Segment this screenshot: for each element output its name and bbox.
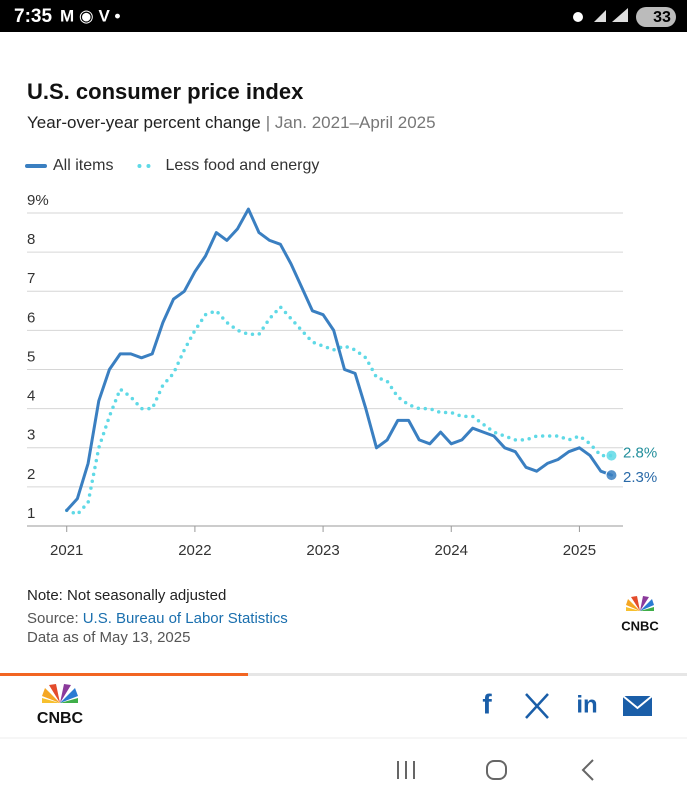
status-time: 7:35: [14, 6, 52, 27]
series-line: [65, 207, 613, 512]
x-tick-label: 2023: [306, 542, 339, 559]
y-tick-label: 2: [27, 466, 35, 483]
x-share[interactable]: [525, 693, 549, 719]
facebook-share[interactable]: f: [482, 688, 492, 719]
x-tick-label: 2021: [50, 542, 83, 559]
progress-bar: [0, 673, 248, 676]
y-tick-label: 4: [27, 388, 35, 405]
battery: [636, 7, 676, 27]
cnbc-logo[interactable]: CNBC: [37, 684, 84, 727]
y-tick-label: 7: [27, 270, 35, 287]
end-marker: [605, 449, 618, 462]
legend-label: Less food and energy: [165, 157, 319, 174]
x-tick-label: 2024: [435, 542, 468, 559]
end-marker: [605, 469, 618, 482]
logo-text: CNBC: [621, 618, 659, 633]
chart-subtitle: Year-over-year percent change | Jan. 2021…: [27, 113, 436, 132]
progress-track: [0, 673, 687, 676]
series-line: [64, 305, 614, 517]
source: Source: U.S. Bureau of Labor Statistics: [27, 610, 288, 627]
chart-title: U.S. consumer price index: [27, 79, 304, 104]
data-date: Data as of May 13, 2025: [27, 629, 190, 646]
source-link[interactable]: U.S. Bureau of Labor Statistics: [83, 610, 288, 627]
back-button[interactable]: [581, 759, 594, 781]
home-button[interactable]: [486, 760, 507, 780]
y-tick-label: 8: [27, 231, 35, 248]
battery-level: 33: [653, 9, 671, 26]
status-icons: M ◉ V •: [60, 6, 121, 25]
cnbc-logo-small: CNBC: [621, 596, 659, 633]
y-tick-label: 3: [27, 427, 35, 444]
x-tick-label: 2025: [563, 542, 596, 559]
date-range: | Jan. 2021–April 2025: [266, 113, 436, 132]
linkedin-share[interactable]: in: [576, 691, 597, 718]
logo-text: CNBC: [37, 710, 84, 727]
x-tick-label: 2022: [178, 542, 211, 559]
location-icon: [573, 12, 583, 22]
y-tick-label: 6: [27, 309, 35, 326]
status-bar: [0, 0, 687, 32]
signal-icons: [594, 8, 628, 22]
value-label: 2.3%: [623, 469, 657, 486]
nav-bar: [0, 738, 687, 800]
subtitle-text: Year-over-year percent change: [27, 113, 261, 132]
note: Note: Not seasonally adjusted: [27, 587, 226, 604]
y-tick-label: 9%: [27, 192, 49, 209]
source-label: Source:: [27, 610, 79, 627]
legend-label: All items: [53, 157, 113, 174]
recents-button[interactable]: [397, 761, 415, 779]
value-label: 2.8%: [623, 445, 657, 462]
email-share[interactable]: [622, 695, 653, 716]
y-tick-label: 5: [27, 348, 35, 365]
y-tick-label: 1: [27, 505, 35, 522]
